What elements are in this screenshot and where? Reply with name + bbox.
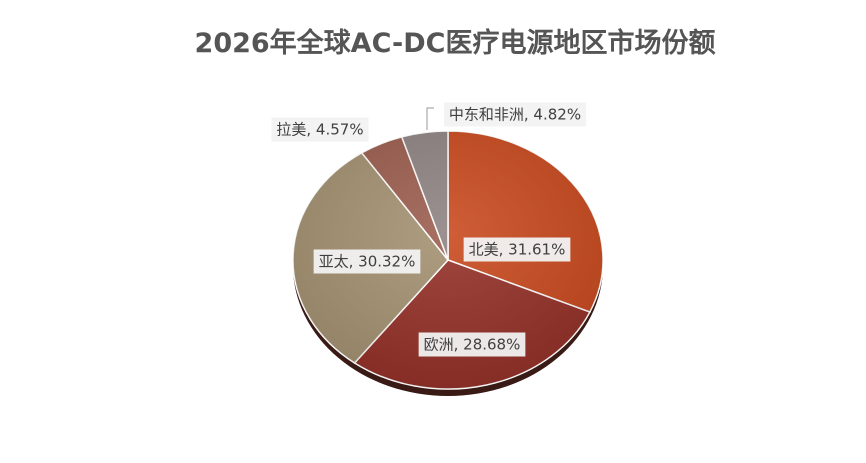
label-box <box>443 102 587 127</box>
chart-title: 2026年全球AC-DC医疗电源地区市场份额 <box>195 27 716 59</box>
data-label: 欧洲, 28.68% <box>424 336 521 354</box>
data-label: 中东和非洲, 4.82% <box>449 106 581 124</box>
data-label: 亚太, 30.32% <box>319 253 416 271</box>
data-label: 拉美, 4.57% <box>276 121 363 139</box>
label-box <box>271 117 369 142</box>
label-box <box>418 332 526 357</box>
label-box <box>313 249 421 274</box>
label-box <box>463 237 571 262</box>
labels: 北美, 31.61% 欧洲, 28.68% 亚太, 30.32% 拉美, 4.57% 中… <box>271 102 587 357</box>
data-label: 北美, 31.61% <box>469 241 566 259</box>
leader-line <box>426 107 434 130</box>
